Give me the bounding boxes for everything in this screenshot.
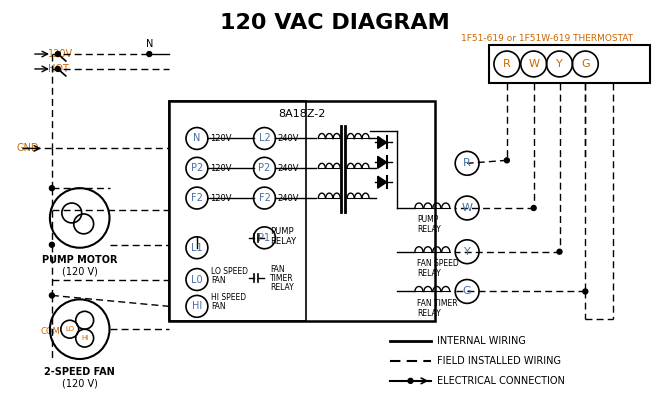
Text: L0: L0 bbox=[191, 274, 203, 285]
Text: PUMP MOTOR: PUMP MOTOR bbox=[42, 255, 117, 265]
Circle shape bbox=[50, 293, 54, 298]
Text: N: N bbox=[193, 134, 200, 143]
Text: L2: L2 bbox=[259, 134, 271, 143]
Circle shape bbox=[583, 289, 588, 294]
Text: HOT: HOT bbox=[48, 64, 69, 74]
Text: W: W bbox=[528, 59, 539, 69]
Text: G: G bbox=[463, 287, 472, 297]
Circle shape bbox=[505, 158, 509, 163]
Text: FIELD INSTALLED WIRING: FIELD INSTALLED WIRING bbox=[438, 356, 561, 366]
Polygon shape bbox=[378, 156, 387, 168]
Text: LO SPEED: LO SPEED bbox=[211, 267, 248, 276]
Circle shape bbox=[408, 378, 413, 383]
Text: L1: L1 bbox=[191, 243, 203, 253]
Text: 240V: 240V bbox=[277, 164, 299, 173]
Text: 120V: 120V bbox=[210, 134, 231, 143]
Text: 120V: 120V bbox=[48, 49, 73, 59]
Text: LO: LO bbox=[65, 326, 74, 332]
Text: HI SPEED: HI SPEED bbox=[211, 293, 246, 302]
Text: PUMP: PUMP bbox=[417, 215, 439, 225]
Bar bbox=[169, 101, 436, 321]
Text: 120 VAC DIAGRAM: 120 VAC DIAGRAM bbox=[220, 13, 450, 33]
Text: P2: P2 bbox=[259, 163, 271, 173]
Text: FAN TIMER: FAN TIMER bbox=[417, 299, 458, 308]
Text: RELAY: RELAY bbox=[417, 269, 442, 278]
Text: (120 V): (120 V) bbox=[62, 379, 98, 389]
Text: 1F51-619 or 1F51W-619 THERMOSTAT: 1F51-619 or 1F51W-619 THERMOSTAT bbox=[460, 34, 632, 43]
Text: FAN: FAN bbox=[211, 302, 225, 311]
Bar bbox=[169, 101, 306, 321]
Text: Y: Y bbox=[464, 247, 470, 257]
Circle shape bbox=[50, 186, 54, 191]
Circle shape bbox=[56, 52, 60, 57]
Polygon shape bbox=[378, 137, 387, 148]
Text: HI: HI bbox=[81, 335, 88, 341]
Text: RELAY: RELAY bbox=[271, 237, 297, 246]
Circle shape bbox=[531, 206, 536, 210]
Circle shape bbox=[56, 67, 60, 71]
Text: F2: F2 bbox=[191, 193, 203, 203]
Circle shape bbox=[50, 242, 54, 247]
Text: HI: HI bbox=[192, 301, 202, 311]
Text: G: G bbox=[581, 59, 590, 69]
Text: TIMER: TIMER bbox=[271, 274, 294, 283]
Text: GND: GND bbox=[16, 143, 39, 153]
Text: 240V: 240V bbox=[277, 134, 299, 143]
Text: 120V: 120V bbox=[210, 164, 231, 173]
Text: FAN SPEED: FAN SPEED bbox=[417, 259, 459, 268]
Text: PUMP: PUMP bbox=[271, 228, 294, 236]
Text: INTERNAL WIRING: INTERNAL WIRING bbox=[438, 336, 526, 346]
Text: Y: Y bbox=[556, 59, 563, 69]
Text: FAN: FAN bbox=[211, 276, 225, 285]
Text: RELAY: RELAY bbox=[417, 225, 442, 234]
Text: FAN: FAN bbox=[271, 265, 285, 274]
Text: 8A18Z-2: 8A18Z-2 bbox=[279, 109, 326, 119]
Bar bbox=[489, 45, 650, 83]
Text: (120 V): (120 V) bbox=[62, 266, 98, 277]
Text: R: R bbox=[463, 158, 471, 168]
Text: ELECTRICAL CONNECTION: ELECTRICAL CONNECTION bbox=[438, 376, 565, 386]
Text: N: N bbox=[145, 39, 153, 49]
Text: 2-SPEED FAN: 2-SPEED FAN bbox=[44, 367, 115, 377]
Circle shape bbox=[557, 249, 562, 254]
Text: 120V: 120V bbox=[210, 194, 231, 202]
Circle shape bbox=[147, 52, 151, 57]
Text: R: R bbox=[503, 59, 511, 69]
Text: RELAY: RELAY bbox=[417, 309, 442, 318]
Text: W: W bbox=[462, 203, 472, 213]
Text: P1: P1 bbox=[259, 233, 271, 243]
Text: COM: COM bbox=[40, 327, 60, 336]
Text: RELAY: RELAY bbox=[271, 283, 294, 292]
Text: 240V: 240V bbox=[277, 194, 299, 202]
Text: F2: F2 bbox=[259, 193, 271, 203]
Polygon shape bbox=[378, 176, 387, 188]
Text: P2: P2 bbox=[191, 163, 203, 173]
